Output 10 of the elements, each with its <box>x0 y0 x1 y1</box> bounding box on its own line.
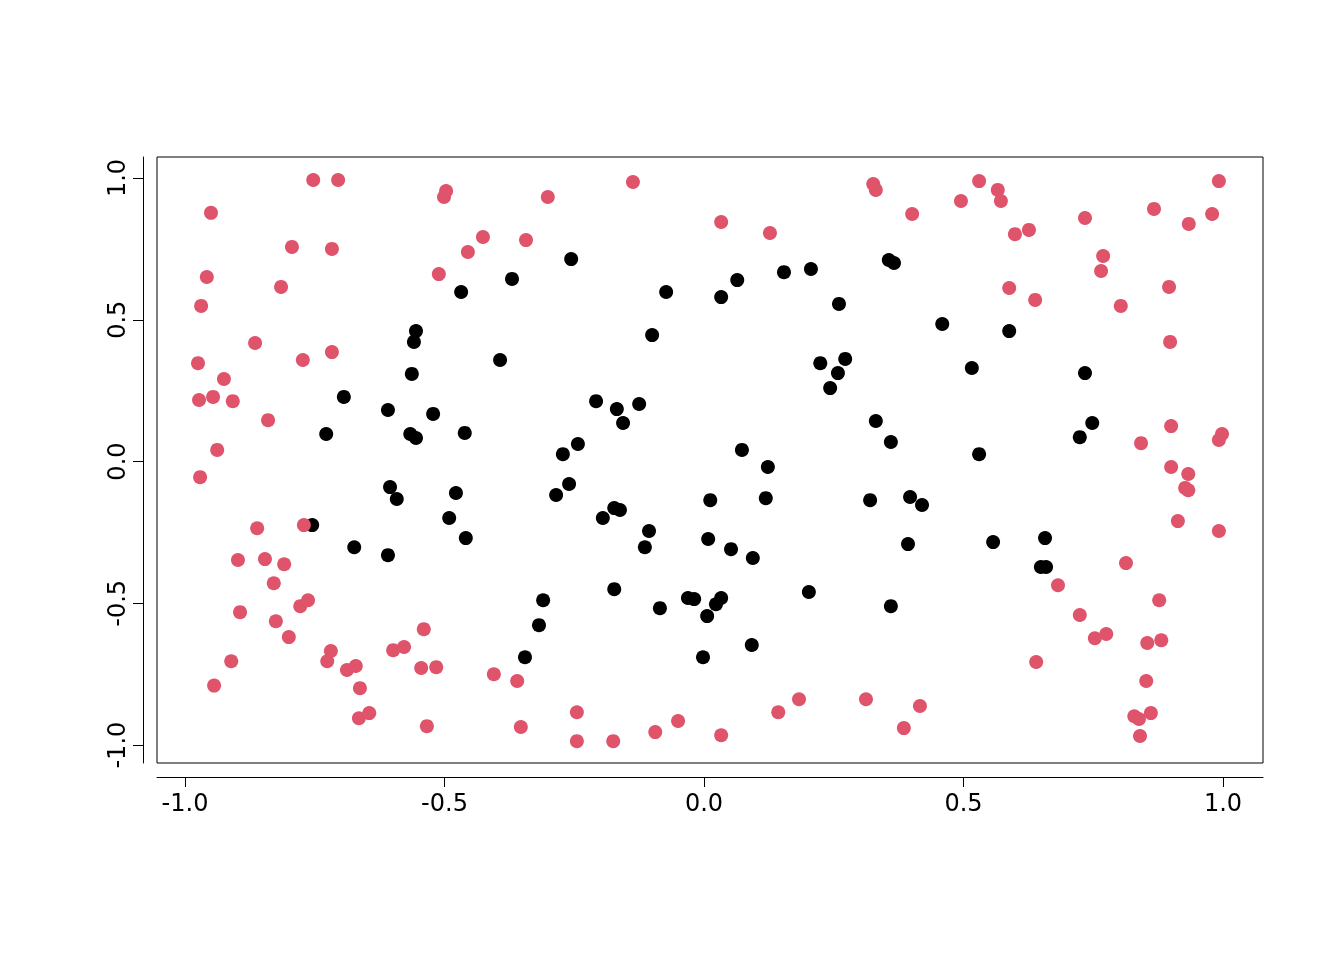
x-tick-label: -1.0 <box>161 789 209 817</box>
y-tick-label: 0.0 <box>103 442 131 481</box>
x-tick-label: 0.5 <box>944 789 983 817</box>
y-tick-label: -0.5 <box>103 579 131 627</box>
x-tick-label: 0.0 <box>684 789 724 817</box>
y-tick-label: 1.0 <box>103 158 131 198</box>
x-tick-label: 1.0 <box>1203 789 1243 817</box>
y-tick-label: -1.0 <box>103 721 131 769</box>
x-tick-label: -0.5 <box>421 789 468 817</box>
y-tick-label: 0.5 <box>103 300 131 339</box>
